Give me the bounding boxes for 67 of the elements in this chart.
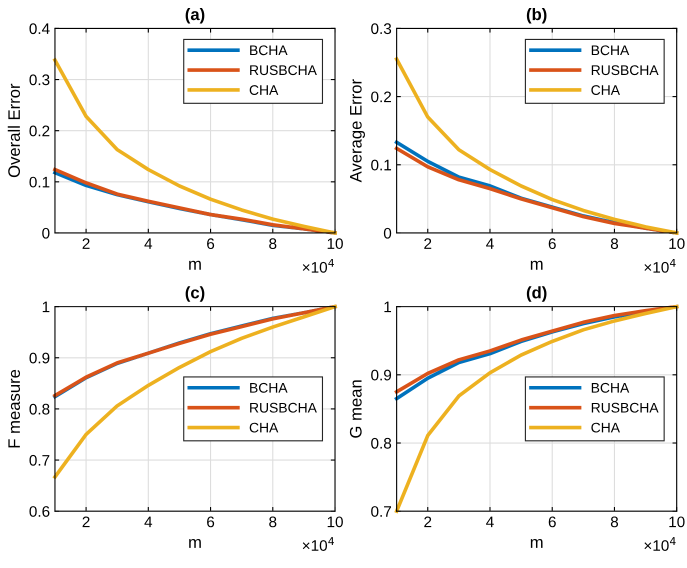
x-axis-title: m xyxy=(530,538,543,548)
y-tick-label: 0.3 xyxy=(29,74,50,86)
y-axis-title: G mean xyxy=(350,380,362,438)
y-tick-label: 0.8 xyxy=(371,438,392,449)
chart-title: (d) xyxy=(526,286,546,302)
x-axis-title: m xyxy=(189,260,201,270)
y-tick-label: 0 xyxy=(384,228,392,239)
line-series xyxy=(394,304,678,514)
legend-label: BCHA xyxy=(250,382,288,393)
x-tick-label: 8 xyxy=(610,238,618,250)
x-tick-label: 10 xyxy=(328,238,343,250)
legend-label: BCHA xyxy=(250,45,288,56)
x-tick-label: 6 xyxy=(207,238,214,250)
legend-label: CHA xyxy=(250,85,278,95)
text: ×10$^{4}$ xyxy=(302,537,334,551)
x-tick-label: 4 xyxy=(486,516,494,528)
y-tick-label: 0.9 xyxy=(29,352,50,364)
x-tick-label: 10 xyxy=(328,516,343,528)
x-tick-label: 2 xyxy=(82,238,90,249)
legend-label: RUSBCHA xyxy=(592,402,659,413)
y-axis-title: Average Error xyxy=(350,79,365,182)
y-tick-label: 0.8 xyxy=(29,404,50,415)
x-axis-title: m xyxy=(530,260,543,270)
y-tick-label: 1 xyxy=(384,302,392,312)
chart-title: (c) xyxy=(186,286,204,302)
legend-label: RUSBCHA xyxy=(250,402,317,413)
text: ×10$^{4}$ xyxy=(302,258,334,273)
x-tick-label: 8 xyxy=(610,516,618,528)
legend-label: BCHA xyxy=(592,45,630,56)
y-tick-label: 0.1 xyxy=(371,160,392,170)
legend-label: RUSBCHA xyxy=(250,65,317,76)
x-tick-label: 6 xyxy=(548,516,556,528)
x-tick-label: 6 xyxy=(548,238,556,250)
y-tick-label: 0.7 xyxy=(29,454,50,466)
text: ×10$^{4}$ xyxy=(644,537,676,551)
x-tick-label: 10 xyxy=(669,238,685,250)
x-tick-label: 8 xyxy=(269,238,276,250)
x-tick-label: 8 xyxy=(269,516,276,528)
x-tick-label: 10 xyxy=(669,516,685,528)
x-tick-label: 4 xyxy=(486,238,494,249)
legend-label: CHA xyxy=(591,85,620,95)
x-tick-label: 2 xyxy=(424,238,432,249)
chart-title: (a) xyxy=(186,8,204,24)
legend-label: CHA xyxy=(591,422,620,433)
y-tick-label: 0.6 xyxy=(29,506,50,517)
y-tick-label: 0.7 xyxy=(371,506,392,517)
x-tick-label: 2 xyxy=(424,516,432,528)
x-tick-label: 6 xyxy=(207,516,214,528)
legend-label: BCHA xyxy=(592,382,630,393)
y-axis-title: F measure xyxy=(8,370,20,448)
y-tick-label: 0.4 xyxy=(29,23,50,34)
legend-label: RUSBCHA xyxy=(592,65,659,76)
text: ×10$^{4}$ xyxy=(644,258,676,273)
x-tick-label: 2 xyxy=(82,516,90,528)
x-tick-label: 4 xyxy=(144,238,152,249)
y-tick-label: 0.1 xyxy=(29,176,50,188)
y-axis-title: Overall Error xyxy=(8,84,20,178)
y-tick-label: 0.2 xyxy=(371,91,392,102)
chart-title: (b) xyxy=(526,8,546,24)
x-tick-label: 4 xyxy=(144,516,152,528)
y-tick-label: 0.2 xyxy=(29,126,50,136)
x-axis-title: m xyxy=(189,538,201,548)
y-tick-label: 1 xyxy=(42,302,50,312)
y-tick-label: 0.3 xyxy=(371,23,392,34)
legend-label: CHA xyxy=(250,422,278,433)
y-tick-label: 0 xyxy=(42,228,50,239)
y-tick-label: 0.9 xyxy=(371,370,392,380)
